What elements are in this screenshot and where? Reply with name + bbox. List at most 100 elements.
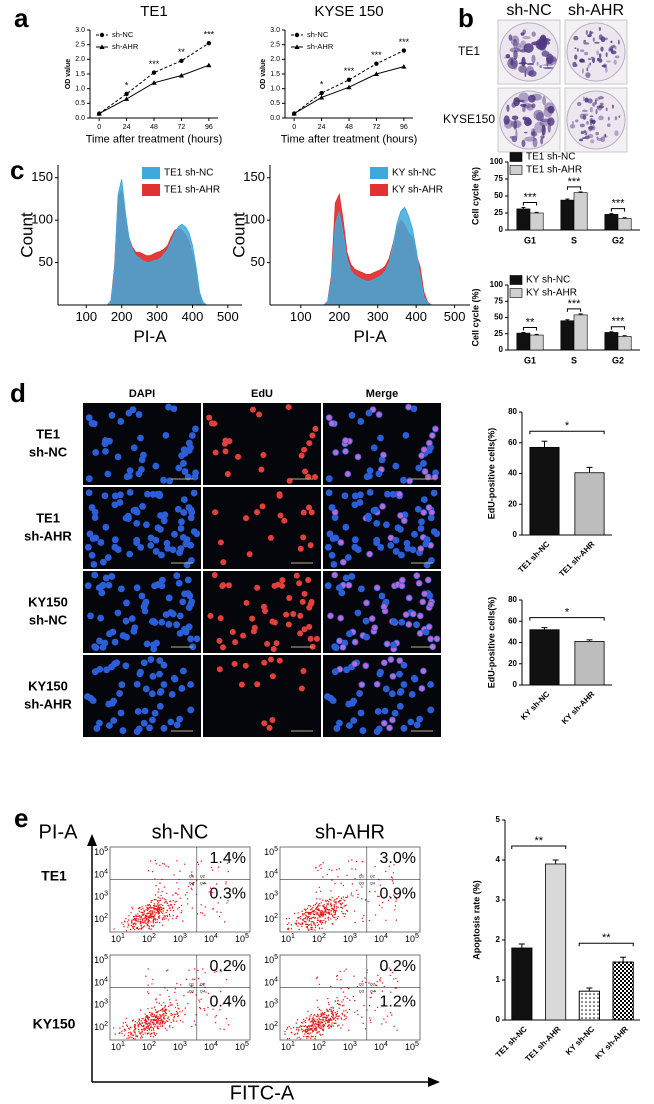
nucleus xyxy=(413,621,420,629)
event-dot xyxy=(156,1018,159,1020)
edu-signal xyxy=(212,449,219,456)
event-dot xyxy=(170,904,173,906)
event-dot xyxy=(135,924,137,926)
colony xyxy=(581,109,588,113)
event-dot xyxy=(392,882,394,884)
edu-signal xyxy=(264,640,271,647)
nucleus xyxy=(396,670,403,678)
event-dot xyxy=(306,1037,308,1039)
nucleus xyxy=(330,561,338,568)
tick-base: 10 xyxy=(405,1042,415,1052)
y-tick-label: 75 xyxy=(494,296,503,305)
event-dot xyxy=(152,910,154,912)
event-dot xyxy=(156,1026,158,1029)
event-dot xyxy=(314,924,317,927)
nucleus xyxy=(116,499,124,506)
event-dot xyxy=(338,1007,341,1009)
x-tick-label: 48 xyxy=(150,124,158,131)
y-tick-label: 100 xyxy=(243,212,265,227)
row-label: KYSE150 xyxy=(443,112,495,126)
bar xyxy=(560,199,575,231)
edu-signal xyxy=(220,582,227,589)
colony xyxy=(579,138,584,142)
event-dot xyxy=(178,888,180,890)
event-dot xyxy=(132,927,134,930)
nucleus xyxy=(187,557,195,564)
colony xyxy=(533,109,544,121)
event-dot xyxy=(163,1010,166,1013)
event-dot xyxy=(158,904,161,906)
x-tick-label: G1 xyxy=(524,355,536,365)
event-dot xyxy=(354,921,356,924)
nucleus xyxy=(392,462,400,470)
event-dot xyxy=(364,1028,367,1030)
event-dot xyxy=(142,914,144,916)
event-dot xyxy=(313,911,315,913)
nucleus xyxy=(177,545,185,553)
x-tick-label: 200 xyxy=(111,309,133,324)
x-tick-label: 400 xyxy=(182,309,204,324)
legend-label: KY sh-NC xyxy=(392,168,436,179)
event-dot xyxy=(144,920,146,922)
tick-base: 10 xyxy=(94,955,104,965)
marker xyxy=(178,72,185,78)
edu-signal xyxy=(286,594,293,601)
event-dot xyxy=(394,987,396,989)
event-dot xyxy=(155,1011,157,1014)
event-dot xyxy=(162,1016,165,1019)
event-dot xyxy=(172,909,175,912)
event-dot xyxy=(138,916,141,918)
edu-signal xyxy=(220,644,227,651)
nucleus xyxy=(362,617,370,625)
event-dot xyxy=(156,903,159,905)
event-dot xyxy=(138,914,141,917)
colony xyxy=(521,139,526,148)
event-dot xyxy=(130,1031,132,1034)
nucleus xyxy=(95,584,103,592)
edu-signal xyxy=(305,473,312,480)
quadrant-label: Q1 xyxy=(189,981,195,986)
edu-signal xyxy=(305,504,312,511)
event-dot xyxy=(203,1007,205,1010)
nucleus xyxy=(357,418,365,425)
event-dot xyxy=(346,910,349,912)
event-dot xyxy=(320,910,322,912)
nucleus xyxy=(327,694,335,702)
event-dot xyxy=(175,999,177,1001)
merge-signal xyxy=(379,503,386,510)
nucleus xyxy=(430,489,438,497)
event-dot xyxy=(310,1025,313,1027)
event-dot xyxy=(295,923,298,926)
event-dot xyxy=(225,881,227,883)
event-dot xyxy=(142,926,145,928)
colony xyxy=(522,35,531,40)
event-dot xyxy=(181,910,183,912)
event-dot xyxy=(331,1015,333,1018)
event-dot xyxy=(324,1011,326,1014)
tick-exponent: 3 xyxy=(183,1041,187,1048)
event-dot xyxy=(334,882,336,885)
nucleus xyxy=(387,541,395,549)
event-dot xyxy=(202,968,204,970)
nucleus xyxy=(157,512,164,519)
tick-exponent: 3 xyxy=(353,1041,357,1048)
bar xyxy=(529,629,560,686)
event-dot xyxy=(169,900,171,903)
colony xyxy=(539,64,542,69)
event-dot xyxy=(378,895,380,898)
event-dot xyxy=(331,915,334,917)
event-dot xyxy=(148,906,151,909)
colony xyxy=(541,50,550,57)
event-dot xyxy=(317,1025,319,1027)
event-dot xyxy=(324,917,326,919)
event-dot xyxy=(191,984,193,987)
nucleus xyxy=(400,681,408,688)
event-dot xyxy=(207,1006,209,1009)
event-dot xyxy=(143,917,145,920)
colony xyxy=(588,127,593,132)
edu-signal xyxy=(243,599,250,606)
event-dot xyxy=(345,1017,347,1020)
edu-signal xyxy=(229,629,236,636)
event-dot xyxy=(314,1020,316,1023)
event-dot xyxy=(318,1026,320,1029)
